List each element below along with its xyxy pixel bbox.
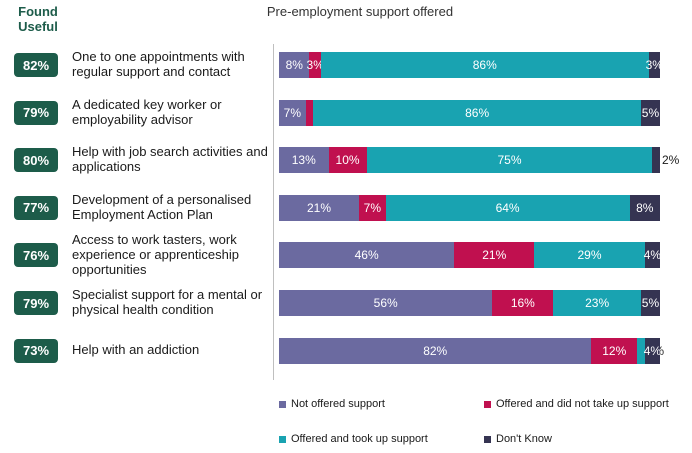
bar-segment: 13% [279,147,329,174]
data-label: 16% [510,296,535,310]
category-label: One to one appointments with regular sup… [72,49,245,79]
stacked-bar-area: 8%3%86%3%7%2%86%5%13%10%75%2%21%7%64%8%4… [279,0,679,453]
legend-label: Offered and did not take up support [496,398,669,410]
bar-segment: 86% [313,99,641,126]
bar-segment: 82% [279,337,592,364]
found-useful-badge: 82% [14,53,58,77]
data-label: 4% [643,248,662,263]
category-label: Access to work tasters, work experience … [72,231,239,277]
bar-segment [637,337,645,364]
legend-swatch [484,435,491,443]
found-useful-badge: 77% [14,195,58,220]
bar-segment: 64% [385,194,630,221]
data-label: 8% [636,200,654,215]
found-useful-badge: 80% [14,148,58,173]
data-label: 2% [662,153,680,168]
bar-segment: 3% [307,52,324,78]
bar-segment [305,99,314,126]
found-useful-header: Found Useful [18,4,58,34]
bar-segment: 8% [279,52,310,78]
bar-segment: 56% [279,290,493,316]
legend-item: Offered and took up support [279,433,428,445]
category-label: Development of a personalised Employment… [72,191,252,222]
data-label: 56% [373,296,398,310]
legend-label: Offered and took up support [291,433,428,445]
data-label: 3% [645,58,663,72]
data-label: 3% [306,58,324,72]
bar-segment: 8% [629,194,660,221]
category-axis-line [273,44,274,380]
bar-segment: 21% [454,242,535,269]
legend-item: Don't Know [484,433,552,445]
legend-item: Not offered support [279,398,385,410]
data-label: 7% [363,200,381,215]
bar-segment: 5% [640,290,660,316]
bar-segment: 29% [534,242,645,269]
category-label: Help with job search activities and appl… [72,144,268,175]
found-useful-badge: 76% [14,243,58,268]
data-label: 21% [306,200,332,215]
data-label: 7% [283,105,301,120]
data-label: 75% [497,153,522,168]
data-label: 12% [602,343,627,358]
bar-segment: 12% [591,337,638,364]
legend-label: Not offered support [291,398,385,410]
data-label: 5% [641,105,660,120]
bar-segment: 16% [492,290,554,316]
category-label: Help with an addiction [72,342,200,358]
legend-label: Don't Know [496,433,552,445]
legend-swatch [279,435,286,443]
data-label: 21% [482,248,507,263]
data-label: 5% [641,296,660,310]
bar-segment: 7% [279,99,306,126]
legend-swatch [484,400,491,408]
bar-segment: 23% [553,290,641,316]
data-label: 82% [423,343,448,358]
category-label: A dedicated key worker or employability … [72,96,222,127]
bar-segment [652,147,660,174]
legend-item: Offered and did not take up support [484,398,669,410]
data-label: 4% [643,343,662,358]
category-label: Specialist support for a mental or physi… [72,287,263,317]
bar-segment: 3% [645,52,663,78]
data-label: 10% [335,153,360,168]
bar-segment: 75% [366,147,653,174]
bar-segment: 10% [328,147,367,174]
data-label: 86% [472,58,497,72]
data-label: 29% [577,248,602,263]
data-label: 86% [465,105,490,120]
bar-segment: 5% [640,99,660,126]
chart-title: Pre-employment support offered [266,4,454,19]
bar-segment: 4% [643,337,662,364]
data-label: 64% [495,200,520,215]
data-label: 8% [285,58,303,72]
data-label: 46% [354,248,379,263]
data-label: 23% [585,296,610,310]
bar-segment: 46% [279,242,455,269]
bar-segment: 4% [643,242,662,269]
data-label: 13% [291,153,316,168]
found-useful-badge: 73% [14,338,58,363]
bar-segment: 21% [279,194,359,221]
found-useful-badge: 79% [14,100,58,125]
legend-swatch [279,400,286,408]
bar-segment: 7% [359,194,386,221]
bar-segment: 86% [320,52,649,78]
found-useful-badge: 79% [14,291,58,315]
